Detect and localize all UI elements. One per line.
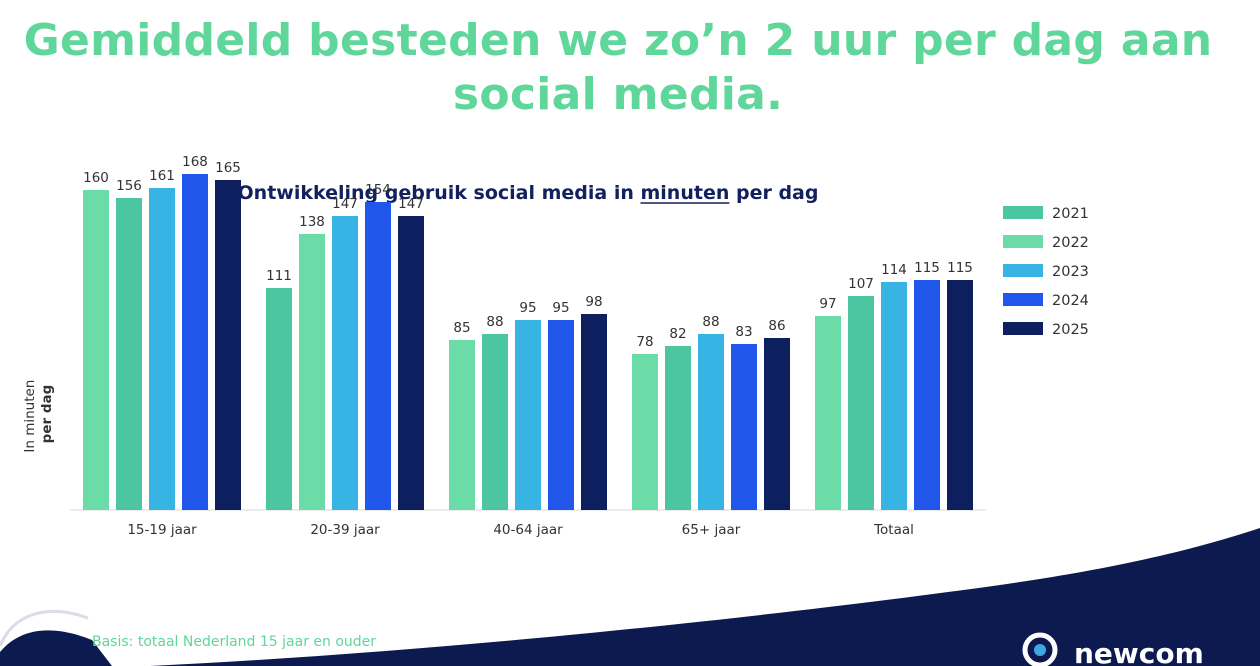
legend-label-2023: 2023 bbox=[1052, 264, 1089, 280]
bar-2024-2 bbox=[548, 320, 574, 510]
legend-swatch-2023 bbox=[1003, 264, 1043, 277]
bar-2021-3 bbox=[632, 354, 658, 510]
bar-2023-2 bbox=[515, 320, 541, 510]
legend-swatch-2024 bbox=[1003, 293, 1043, 306]
y-axis-label: In minuten per dag bbox=[22, 375, 55, 452]
bar-2023-0 bbox=[149, 188, 175, 510]
bar-2021-1 bbox=[266, 288, 292, 510]
newcom-logo-icon bbox=[1022, 632, 1058, 666]
bar-2023-4 bbox=[881, 282, 907, 510]
bar-2022-2 bbox=[482, 334, 508, 510]
value-labels-layer: 160 156 161 168 165 111 138 147 154 147 85 88 95 95 98… bbox=[83, 154, 973, 350]
legend-swatch-2021 bbox=[1003, 206, 1043, 219]
value-label-2024-1: 154 bbox=[365, 182, 391, 198]
bar-2025-0 bbox=[215, 180, 241, 510]
value-label-2022-4: 107 bbox=[848, 276, 874, 292]
value-label-2024-3: 83 bbox=[735, 324, 752, 340]
bar-2021-2 bbox=[449, 340, 475, 510]
category-labels-layer: 15-19 jaar 20-39 jaar 40-64 jaar 65+ jaar To… bbox=[127, 522, 914, 538]
legend-label-2024: 2024 bbox=[1052, 293, 1089, 309]
corner-arc-shape bbox=[0, 610, 89, 647]
category-label-1: 20-39 jaar bbox=[310, 522, 380, 538]
bar-2025-4 bbox=[947, 280, 973, 510]
newcom-logo-text: newcom bbox=[1074, 637, 1204, 666]
value-label-2025-1: 147 bbox=[398, 196, 424, 212]
chart-title-part-1: minuten bbox=[641, 182, 730, 204]
value-label-2022-3: 82 bbox=[669, 326, 686, 342]
corner-arc-fill bbox=[0, 630, 112, 666]
value-label-2021-4: 97 bbox=[819, 296, 836, 312]
legend-label-2025: 2025 bbox=[1052, 322, 1089, 338]
legend-label-2022: 2022 bbox=[1052, 235, 1089, 251]
bar-2021-0 bbox=[83, 190, 109, 510]
page-headline: Gemiddeld besteden we zo’n 2 uur per dag… bbox=[23, 15, 1213, 120]
bar-2024-3 bbox=[731, 344, 757, 510]
value-label-2024-2: 95 bbox=[552, 300, 569, 316]
bar-2024-1 bbox=[365, 202, 391, 510]
value-label-2021-0: 160 bbox=[83, 170, 109, 186]
bar-2025-3 bbox=[764, 338, 790, 510]
bar-2021-4 bbox=[815, 316, 841, 510]
chart-title-part-0: Ontwikkeling gebruik social media in bbox=[238, 182, 641, 204]
bar-2022-4 bbox=[848, 296, 874, 510]
category-label-2: 40-64 jaar bbox=[493, 522, 563, 538]
bar-2024-0 bbox=[182, 174, 208, 510]
bar-2025-1 bbox=[398, 216, 424, 510]
bar-2022-3 bbox=[665, 346, 691, 510]
legend-label-2021: 2021 bbox=[1052, 206, 1089, 222]
bar-2023-3 bbox=[698, 334, 724, 510]
value-label-2023-2: 95 bbox=[519, 300, 536, 316]
value-label-2024-4: 115 bbox=[914, 260, 940, 276]
category-label-3: 65+ jaar bbox=[682, 522, 741, 538]
category-label-0: 15-19 jaar bbox=[127, 522, 197, 538]
bar-2025-2 bbox=[581, 314, 607, 510]
value-label-2025-2: 98 bbox=[585, 294, 602, 310]
value-label-2021-2: 85 bbox=[453, 320, 470, 336]
value-label-2021-1: 111 bbox=[266, 268, 292, 284]
basis-note: Basis: totaal Nederland 15 jaar en ouder bbox=[92, 634, 377, 650]
legend: 2021 2022 2023 2024 2025 bbox=[1003, 206, 1089, 338]
value-label-2025-4: 115 bbox=[947, 260, 973, 276]
bar-2022-0 bbox=[116, 198, 142, 510]
legend-swatch-2025 bbox=[1003, 322, 1043, 335]
value-label-2022-2: 88 bbox=[486, 314, 503, 330]
value-label-2023-4: 114 bbox=[881, 262, 907, 278]
value-label-2024-0: 168 bbox=[182, 154, 208, 170]
y-axis-label-line-1: In minuten bbox=[22, 380, 38, 453]
chart-title: Ontwikkeling gebruik social media in min… bbox=[238, 182, 819, 204]
value-label-2025-3: 86 bbox=[768, 318, 785, 334]
value-label-2022-1: 138 bbox=[299, 214, 325, 230]
footer-wave-shape bbox=[150, 528, 1260, 666]
legend-swatch-2022 bbox=[1003, 235, 1043, 248]
bar-2022-1 bbox=[299, 234, 325, 510]
category-label-4: Totaal bbox=[873, 522, 914, 538]
value-label-2021-3: 78 bbox=[636, 334, 653, 350]
value-label-2025-0: 165 bbox=[215, 160, 241, 176]
value-label-2022-0: 156 bbox=[116, 178, 142, 194]
value-label-2023-1: 147 bbox=[332, 196, 358, 212]
bars-layer bbox=[83, 174, 973, 510]
y-axis-label-line-2: per dag bbox=[39, 385, 55, 444]
bar-2023-1 bbox=[332, 216, 358, 510]
value-label-2023-3: 88 bbox=[702, 314, 719, 330]
bar-2024-4 bbox=[914, 280, 940, 510]
chart-title-part-2: per dag bbox=[729, 182, 818, 204]
value-label-2023-0: 161 bbox=[149, 168, 175, 184]
